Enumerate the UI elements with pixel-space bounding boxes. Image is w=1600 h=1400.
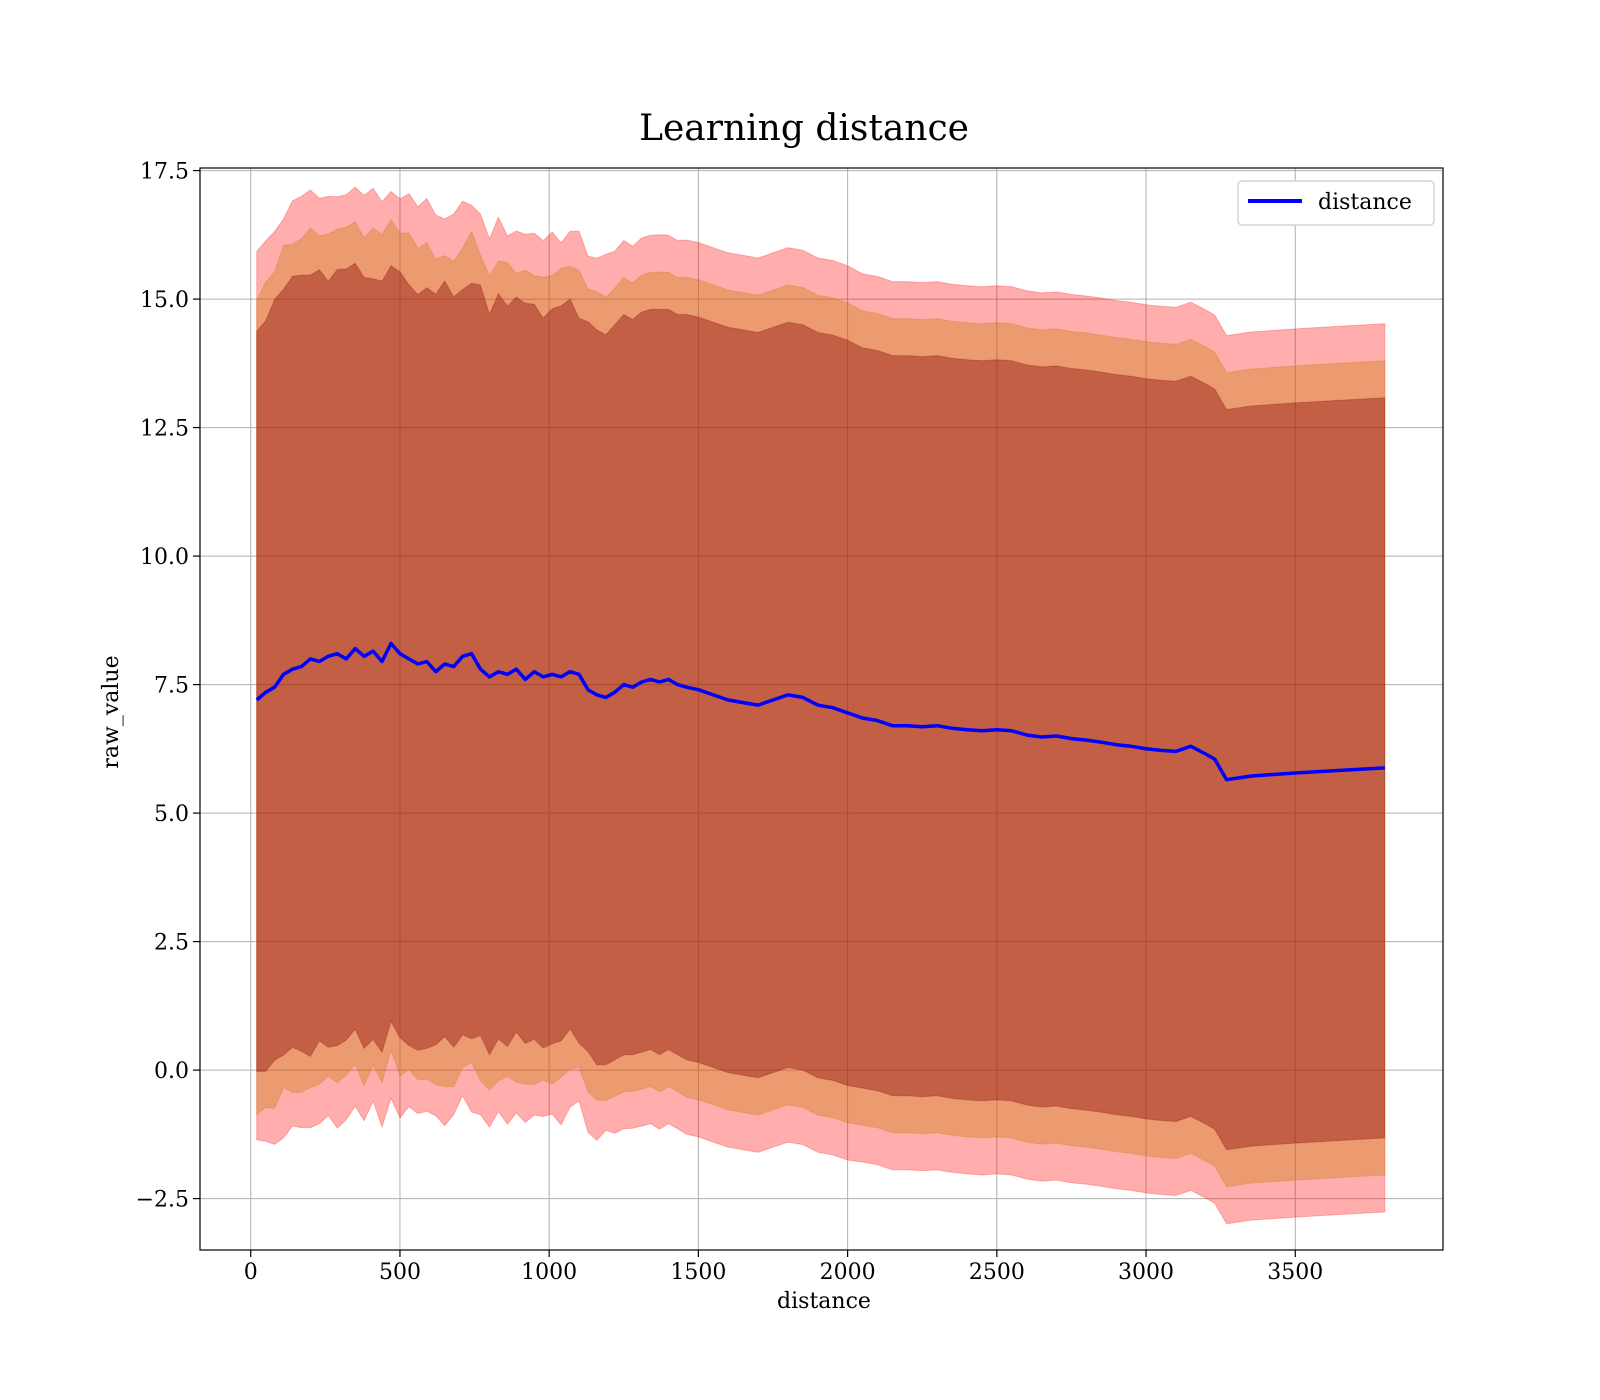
y-tick-label-2: 2.5 xyxy=(154,931,189,956)
x-axis-ticks: 0 500 1000 1500 2000 2500 3000 3500 xyxy=(244,1250,1323,1285)
y-axis-ticks: −2.5 0.0 2.5 5.0 7.5 10.0 12.5 15.0 17.5 xyxy=(136,160,200,1213)
x-tick-label-4: 2000 xyxy=(820,1260,876,1285)
x-tick-label-3: 1500 xyxy=(670,1260,726,1285)
y-tick-label-7: 15.0 xyxy=(140,288,189,313)
grid-lines xyxy=(200,168,1443,1250)
y-tick-label-0: −2.5 xyxy=(136,1188,189,1213)
y-axis-label: raw_value xyxy=(99,655,124,768)
y-tick-label-1: 0.0 xyxy=(154,1059,189,1084)
y-tick-label-6: 12.5 xyxy=(140,417,189,442)
confidence-bands xyxy=(256,186,1386,1225)
x-axis-label: distance xyxy=(777,1289,871,1314)
x-tick-label-5: 2500 xyxy=(969,1260,1025,1285)
x-tick-label-1: 500 xyxy=(379,1260,421,1285)
x-tick-label-6: 3000 xyxy=(1118,1260,1174,1285)
x-tick-label-0: 0 xyxy=(244,1260,258,1285)
chart-title: Learning distance xyxy=(639,108,969,149)
x-tick-label-7: 3500 xyxy=(1267,1260,1323,1285)
y-tick-label-8: 17.5 xyxy=(140,160,189,185)
y-tick-label-3: 5.0 xyxy=(154,802,189,827)
series-line-distance xyxy=(255,641,1385,782)
legend-box xyxy=(1237,180,1435,226)
plot-frame xyxy=(199,167,1444,1251)
y-tick-label-4: 7.5 xyxy=(154,674,189,699)
legend: distance xyxy=(1237,180,1435,226)
band-distance-1 xyxy=(256,218,1386,1188)
y-tick-label-5: 10.0 xyxy=(140,545,189,570)
legend-label-distance: distance xyxy=(1318,190,1412,215)
x-tick-label-2: 1000 xyxy=(521,1260,577,1285)
series-lines xyxy=(255,641,1385,782)
